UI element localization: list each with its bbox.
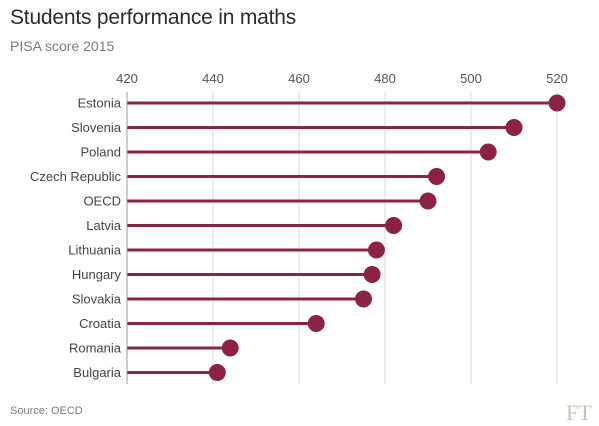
lollipop-dot bbox=[208, 364, 226, 381]
category-label: Hungary bbox=[72, 267, 122, 282]
lollipop-dot bbox=[479, 143, 497, 161]
chart-subtitle: PISA score 2015 bbox=[10, 38, 115, 54]
category-label: Bulgaria bbox=[73, 365, 121, 380]
x-tick-label: 520 bbox=[546, 71, 568, 86]
x-tick-label: 420 bbox=[116, 71, 138, 86]
source-note: Source: OECD bbox=[10, 405, 83, 417]
x-tick-label: 480 bbox=[374, 71, 396, 86]
x-tick-label: 500 bbox=[460, 71, 482, 86]
category-label: Romania bbox=[69, 341, 122, 356]
category-label: Lithuania bbox=[68, 243, 122, 258]
x-tick-label: 440 bbox=[202, 71, 224, 86]
category-label: Slovakia bbox=[72, 292, 122, 307]
x-tick-label: 460 bbox=[288, 71, 310, 86]
lollipop-dot bbox=[428, 168, 446, 185]
category-label: OECD bbox=[83, 194, 121, 209]
lollipop-dot bbox=[355, 290, 372, 308]
lollipop-dot bbox=[367, 241, 385, 259]
category-label: Slovenia bbox=[71, 120, 122, 135]
ft-logo: FT bbox=[566, 400, 592, 425]
lollipop-dot bbox=[505, 119, 523, 136]
lollipop-dot bbox=[221, 339, 239, 357]
lollipop-dot bbox=[307, 315, 325, 332]
lollipop-dot bbox=[419, 192, 437, 210]
category-label: Czech Republic bbox=[30, 169, 122, 184]
lollipop-dot bbox=[548, 94, 566, 112]
chart-title: Students performance in maths bbox=[10, 6, 297, 29]
category-label: Latvia bbox=[86, 218, 121, 233]
category-label: Estonia bbox=[78, 96, 122, 111]
lollipop-dot bbox=[363, 266, 381, 283]
category-label: Croatia bbox=[79, 316, 122, 331]
category-label: Poland bbox=[81, 145, 121, 160]
lollipop-dot bbox=[385, 217, 403, 234]
